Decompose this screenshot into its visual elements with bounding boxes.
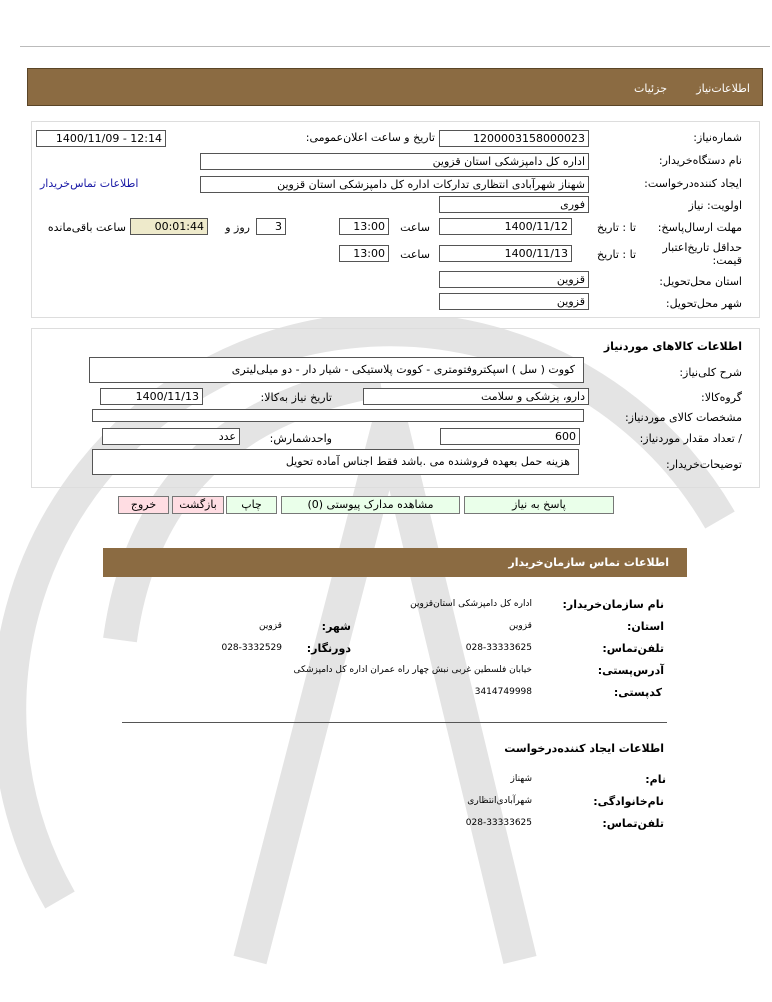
validity-time-label: ساعت (400, 248, 430, 261)
qty-label: / تعداد مقدار مورد‌نیاز: (639, 432, 742, 445)
tab-need-info[interactable]: اطلاعات‌نیاز (696, 82, 750, 95)
need-number-field: 1200003158000023 (439, 130, 589, 147)
delivery-city-label: شهر محل‌تحویل: (665, 297, 742, 310)
org-label: نام سازمان‌خریدار: (562, 598, 664, 611)
desc-label: شرح کلی‌نیاز: (679, 366, 742, 379)
address-value: خیابان فلسطین غربی نبش چهار راه عمران اد… (293, 665, 532, 675)
validity-date-field: 1400/11/13 (439, 245, 572, 262)
spec-field (92, 409, 584, 422)
org-value: اداره کل دامپزشکی استان‌قزوین (410, 599, 532, 609)
phone-value: 028-33333625 (465, 643, 532, 653)
fax-label: دورنگار: (306, 642, 351, 655)
postal-value: 3414749998 (474, 687, 532, 697)
delivery-province-label: استان محل‌تحویل: (659, 275, 742, 288)
buyer-contact-title: اطلاعات تماس سازمان‌خریدار (508, 556, 669, 569)
unit-label: واحد‌شمارش: (269, 432, 332, 445)
notes-label: توضیحات‌خریدار: (666, 458, 742, 471)
qty-field: 600 (440, 428, 580, 445)
validity-to-date-label: تا : تاریخ (597, 248, 636, 261)
announce-field: 1400/11/09 - 12:14 (36, 130, 166, 147)
creator-phone-value: 028-33333625 (465, 818, 532, 828)
reply-button[interactable]: پاسخ به نیاز (464, 496, 614, 514)
contact-divider (122, 722, 667, 723)
top-divider (20, 46, 770, 47)
desc-field: کووت ( سل ) اسپکتروفتومتری - کووت پلاستی… (89, 357, 584, 383)
need-date-field: 1400/11/13 (100, 388, 203, 405)
creator-phone-label: تلفن‌تماس: (602, 817, 664, 830)
spec-label: مشخصات کالای مورد‌نیاز: (624, 411, 742, 424)
deadline-time-field: 13:00 (339, 218, 389, 235)
remaining-time-field: 00:01:44 (130, 218, 208, 235)
notes-field: هزینه حمل بعهده فروشنده می .باشد فقط اجن… (92, 449, 579, 475)
province-value: قزوین (509, 621, 532, 631)
delivery-city-field: قزوین (439, 293, 589, 310)
creator-name-label: نام: (645, 773, 666, 786)
deadline-to-date-label: تا : تاریخ (597, 221, 636, 234)
validity-label: حداقل تاریخ‌اعتبار قیمت: (662, 241, 742, 267)
creator-field: شهناز شهرآبادی انتظاری تدارکات اداره کل … (200, 176, 589, 193)
creator-name-value: شهناز (510, 774, 533, 784)
goods-panel (31, 328, 760, 488)
city-value: قزوین (259, 621, 282, 631)
buyer-field: اداره کل دامپزشکی استان قزوین (200, 153, 589, 170)
days-label: روز و (225, 221, 250, 234)
creator-info-title: اطلاعات ایجاد کننده‌درخواست (504, 742, 664, 755)
header-bar: اطلاعات‌نیاز جزئیات (27, 68, 763, 106)
announce-label: تاریخ و ساعت اعلان‌عمومی: (305, 131, 435, 144)
need-number-label: شماره‌نیاز: (693, 131, 742, 144)
validity-time-field: 13:00 (339, 245, 389, 262)
phone-label: تلفن‌تماس: (602, 642, 664, 655)
days-field: 3 (256, 218, 286, 235)
delivery-province-field: قزوین (439, 271, 589, 288)
creator-label: ایجاد کننده‌درخواست: (644, 177, 742, 190)
exit-button[interactable]: خروج (118, 496, 169, 514)
remaining-label: ساعت باقی‌مانده (47, 221, 126, 234)
deadline-time-label: ساعت (400, 221, 430, 234)
tab-details[interactable]: جزئیات (634, 82, 667, 95)
address-label: آدرس‌پستی: (597, 664, 664, 677)
city-label: شهر: (321, 620, 351, 633)
province-label: استان: (627, 620, 664, 633)
deadline-label: مهلت ارسال‌پاسخ: (657, 221, 742, 234)
need-date-label: تاریخ نیاز به‌کالا: (260, 391, 332, 404)
priority-label: اولویت: نیاز (688, 199, 742, 212)
postal-label: کد‌پستی: (613, 686, 662, 699)
creator-family-value: شهرآبادی‌انتظاری (467, 796, 532, 806)
buyer-label: نام دستگاه‌خریدار: (658, 154, 742, 167)
print-button[interactable]: چاپ (226, 496, 277, 514)
deadline-date-field: 1400/11/12 (439, 218, 572, 235)
creator-family-label: نام‌خانوادگی: (593, 795, 664, 808)
goods-title: اطلاعات کالاهای موردنیاز (603, 340, 742, 353)
view-documents-button[interactable]: مشاهده مدارک پیوستی (0) (281, 496, 460, 514)
back-button[interactable]: بازگشت (172, 496, 224, 514)
group-label: گروه‌کالا: (701, 391, 742, 404)
buyer-contact-link[interactable]: اطلاعات تماس‌خریدار (40, 177, 139, 190)
priority-field: فوری (439, 196, 589, 213)
group-field: دارو، پزشکی و سلامت (363, 388, 589, 405)
buyer-contact-header: اطلاعات تماس سازمان‌خریدار (103, 548, 687, 577)
unit-field: عدد (102, 428, 240, 445)
fax-value: 028-3332529 (221, 643, 282, 653)
